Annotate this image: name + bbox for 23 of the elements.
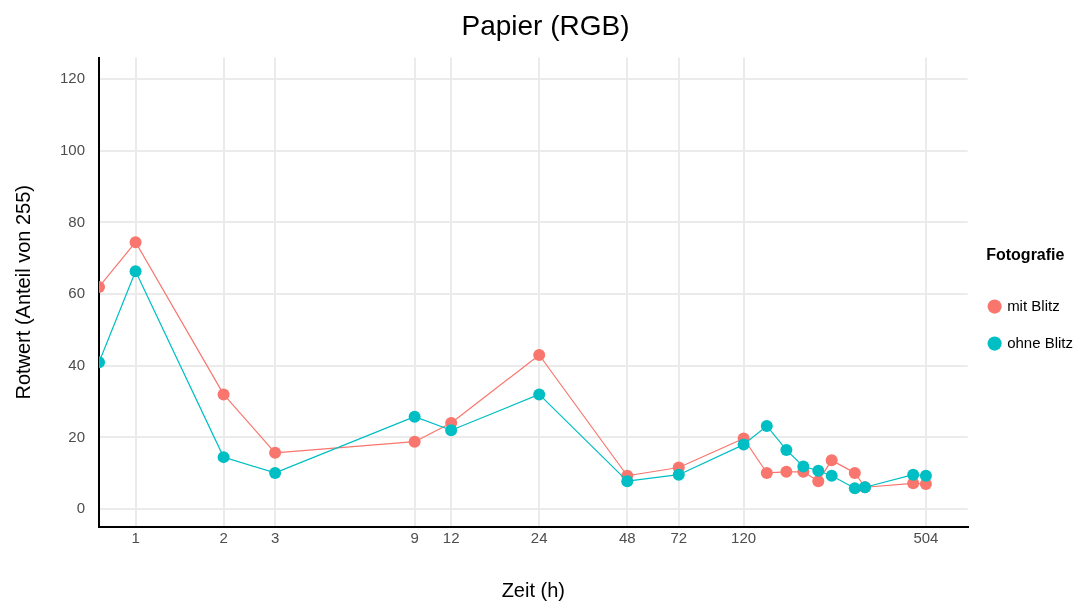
x-axis-title: Zeit (h) (501, 578, 565, 601)
x-tick-label: 120 (731, 529, 757, 547)
chart-title: Papier (RGB) (461, 9, 630, 41)
x-tick-label: 72 (670, 529, 688, 547)
y-tick-label: 40 (68, 355, 86, 373)
x-tick-label: 24 (530, 529, 548, 547)
y-axis-title: Rotwert (Anteil von 255) (11, 185, 34, 400)
x-tick-label: 3 (270, 529, 280, 547)
legend-label: ohne Blitz (1007, 333, 1073, 351)
y-tick-label: 80 (68, 212, 86, 230)
y-tick-label: 120 (60, 69, 86, 87)
y-tick-label: 100 (60, 140, 86, 158)
y-tick-label: 20 (68, 427, 86, 445)
x-tick-label: 2 (219, 529, 228, 547)
legend-title: Fotografie (986, 246, 1065, 264)
y-tick-label: 60 (68, 284, 86, 302)
x-tick-label: 48 (618, 529, 636, 547)
legend-label: mit Blitz (1007, 296, 1060, 314)
x-tick-label: 504 (913, 529, 939, 547)
y-tick-label: 0 (76, 499, 86, 517)
x-tick-label: 9 (410, 529, 419, 547)
x-tick-label: 1 (131, 529, 140, 547)
x-tick-label: 12 (442, 529, 460, 547)
